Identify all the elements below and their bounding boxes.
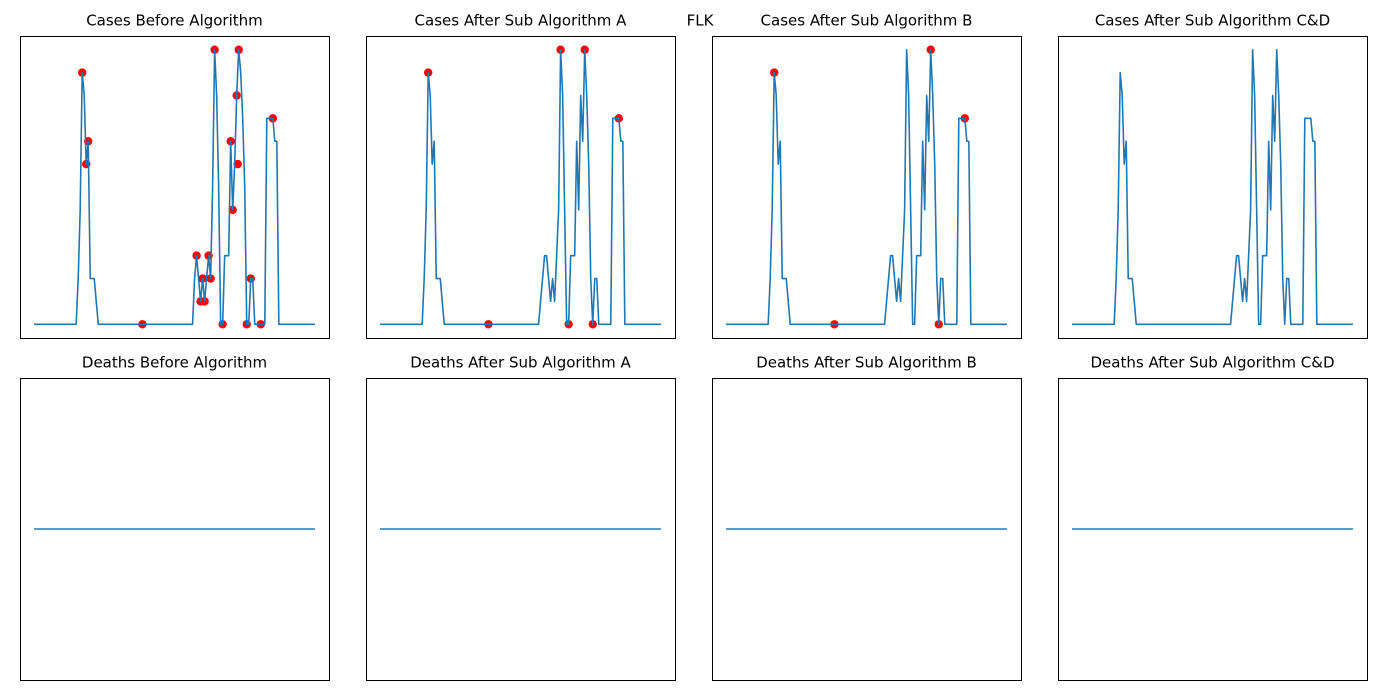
subplot-title: Deaths Before Algorithm — [82, 354, 267, 372]
subplot-title: Cases After Sub Algorithm C&D — [1095, 12, 1330, 30]
axes-frame — [20, 36, 330, 339]
data-line — [380, 48, 661, 326]
subplot-title: Cases After Sub Algorithm B — [761, 12, 973, 30]
data-line — [726, 48, 1007, 326]
subplot-title: Deaths After Sub Algorithm C&D — [1091, 354, 1335, 372]
axes-frame — [1058, 36, 1368, 339]
data-line — [34, 48, 315, 326]
peak-marker — [233, 159, 242, 169]
data-line — [1072, 48, 1353, 326]
axes-frame — [712, 36, 1022, 339]
axes-frame — [712, 378, 1022, 681]
subplot-title: Cases After Sub Algorithm A — [415, 12, 628, 30]
subplot-title: Cases Before Algorithm — [86, 12, 263, 30]
axes-frame — [366, 36, 676, 339]
axes-frame — [366, 378, 676, 681]
axes-frame — [20, 378, 330, 681]
subplot-title: Deaths After Sub Algorithm B — [756, 354, 977, 372]
figure-title: FLK — [687, 12, 715, 30]
subplot-title: Deaths After Sub Algorithm A — [410, 354, 631, 372]
axes-frame — [1058, 378, 1368, 681]
